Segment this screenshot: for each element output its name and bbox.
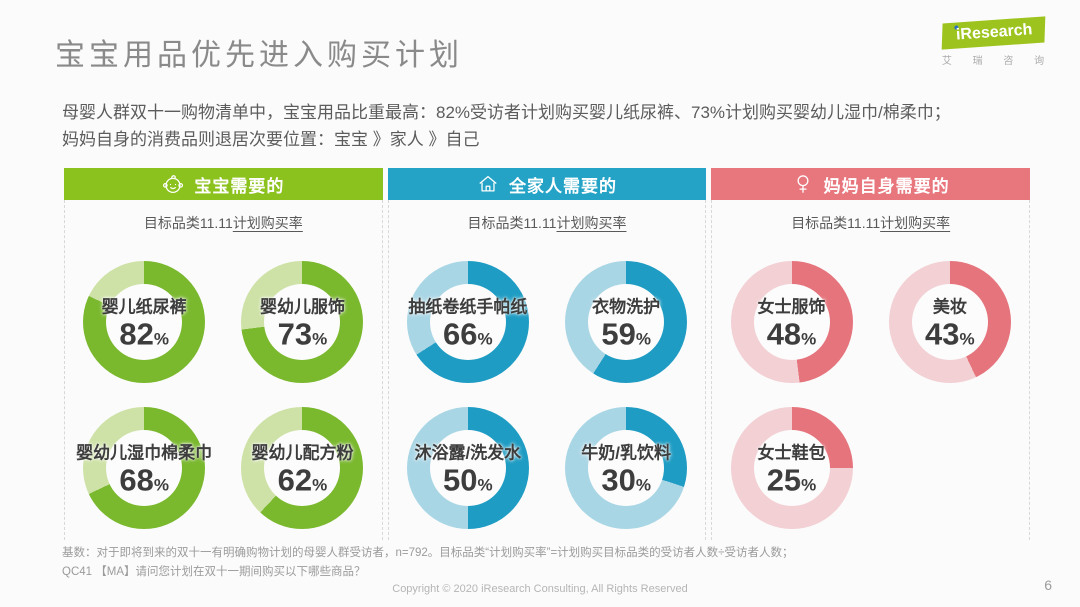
column-baby-body: 目标品类11.11计划购买率 婴儿纸尿裤 82% 婴幼儿服饰 [64,200,383,540]
intro-line-1: 母婴人群双十一购物清单中，宝宝用品比重最高：82%受访者计划购买婴儿纸尿裤、73… [62,103,951,122]
donut-value: 82% [119,316,169,352]
column-sublabel: 目标品类11.11计划购买率 [467,215,627,231]
donut-hole [911,284,988,360]
donut-value: 43% [925,316,975,352]
donut-chart: 牛奶/乳饮料 30% [565,407,688,529]
column-baby-header: 宝宝需要的 [64,168,383,200]
donut-value: 48% [766,316,817,352]
column-baby: 宝宝需要的 目标品类11.11计划购买率 婴儿纸尿裤 82% [64,168,383,540]
donut-hole [429,430,506,506]
column-family-body: 目标品类11.11计划购买率 抽纸卷纸手帕纸 66% 衣物洗护 [387,200,707,541]
donut-label: 抽纸卷纸手帕纸 66% [408,292,527,351]
donut-category: 衣物洗护 [592,297,661,317]
intro-line-2: 妈妈自身的消费品则退居次要位置：宝宝 》家人 》自己 [62,130,480,149]
donut-label: 美妆 43% [925,292,975,351]
donut-label: 衣物洗护 59% [592,292,660,351]
donut-value: 25% [766,462,817,498]
column-title: 全家人需要的 [509,176,617,196]
donut-chart: 女士鞋包 25% [730,407,853,529]
copyright: Copyright © 2020 iResearch Consulting, A… [392,583,688,595]
footnote-line-2: QC41 【MA】请问您计划在双十一期间购买以下哪些商品？ [62,566,366,578]
iresearch-logo: iResearch 艾 瑞 咨 询 [928,16,1058,67]
donut-grid: 婴儿纸尿裤 82% 婴幼儿服饰 73% 婴幼 [65,249,382,541]
donut-hole [588,430,665,506]
donut-grid: 抽纸卷纸手帕纸 66% 衣物洗护 59% 沐 [389,249,706,541]
donut-hole [429,284,506,360]
donut-label: 沐浴露/洗发水 50% [414,438,521,497]
donut-chart: 沐浴露/洗发水 50% [406,407,529,529]
donut-chart: 婴儿纸尿裤 82% [83,261,206,383]
donut-label: 婴儿纸尿裤 82% [102,292,187,351]
donut-hole [753,284,830,360]
donut-value: 50% [443,462,493,498]
donut-value: 62% [277,462,328,498]
baby-icon [162,173,184,195]
column-sublabel: 目标品类11.11计划购买率 [143,215,303,231]
column-sublabel: 目标品类11.11计划购买率 [791,215,951,231]
column-mom-body: 目标品类11.11计划购买率 女士服饰 48% 美妆 4 [711,200,1031,541]
chart-columns: 宝宝需要的 目标品类11.11计划购买率 婴儿纸尿裤 82% [64,168,1031,541]
donut-value: 59% [601,316,651,352]
logo-banner: iResearch [941,16,1045,50]
donut-hole [753,430,830,506]
donut-category: 女士鞋包 [757,443,826,463]
donut-value: 30% [601,462,651,498]
donut-value: 68% [119,462,169,498]
footnote-line-1: 基数：对于即将到来的双十一有明确购物计划的母婴人群受访者，n=792。目标品类“… [62,547,794,559]
column-mom: 妈妈自身需要的 目标品类11.11计划购买率 女士服饰 48% [711,168,1031,541]
page-number: 6 [1044,577,1052,593]
donut-label: 牛奶/乳饮料 30% [581,438,671,497]
donut-chart: 女士服饰 48% [730,261,853,383]
donut-grid: 女士服饰 48% 美妆 43% 女士鞋包 [712,249,1029,541]
footnote: 基数：对于即将到来的双十一有明确购物计划的母婴人群受访者，n=792。目标品类“… [62,544,1042,582]
donut-label: 婴幼儿湿巾棉柔巾 68% [76,438,212,497]
empty-cell [871,395,1029,541]
page-title: 宝宝用品优先进入购买计划 [55,39,463,72]
donut-hole [264,430,341,506]
donut-chart: 婴幼儿湿巾棉柔巾 68% [76,407,212,529]
donut-label: 女士服饰 48% [758,292,826,351]
logo-text: iResearch [955,21,1033,44]
donut-chart: 婴幼儿服饰 73% [241,261,364,383]
column-title: 妈妈自身需要的 [823,176,950,196]
logo-subtitle: 艾 瑞 咨 询 [941,56,1054,67]
donut-value: 73% [277,316,328,352]
intro-paragraph: 母婴人群双十一购物清单中，宝宝用品比重最高：82%受访者计划购买婴儿纸尿裤、73… [62,99,1022,153]
donut-label: 女士鞋包 25% [758,438,826,497]
donut-chart: 婴幼儿配方粉 62% [241,407,364,529]
donut-category: 婴幼儿配方粉 [251,443,354,463]
donut-category: 婴儿纸尿裤 [101,297,187,317]
female-icon [792,173,814,195]
donut-category: 抽纸卷纸手帕纸 [408,297,528,317]
column-family: 全家人需要的 目标品类11.11计划购买率 抽纸卷纸手帕纸 66% [387,168,707,541]
donut-category: 牛奶/乳饮料 [581,443,672,463]
donut-category: 婴幼儿服饰 [259,297,345,317]
donut-hole [106,430,183,506]
donut-value: 66% [443,316,493,352]
donut-hole [106,284,183,360]
donut-category: 沐浴露/洗发水 [414,443,522,463]
donut-category: 婴幼儿湿巾棉柔巾 [76,443,213,463]
home-icon [477,173,499,195]
donut-label: 婴幼儿配方粉 62% [251,438,353,497]
donut-hole [264,284,341,360]
column-title: 宝宝需要的 [194,176,285,196]
column-mom-header: 妈妈自身需要的 [711,168,1031,200]
column-family-header: 全家人需要的 [387,168,707,200]
donut-hole [588,284,665,360]
donut-category: 美妆 [932,297,967,317]
donut-chart: 衣物洗护 59% [565,261,688,383]
donut-label: 婴幼儿服饰 73% [260,292,345,351]
donut-chart: 抽纸卷纸手帕纸 66% [406,261,529,383]
donut-chart: 美妆 43% [888,261,1011,383]
donut-category: 女士服饰 [757,297,826,317]
